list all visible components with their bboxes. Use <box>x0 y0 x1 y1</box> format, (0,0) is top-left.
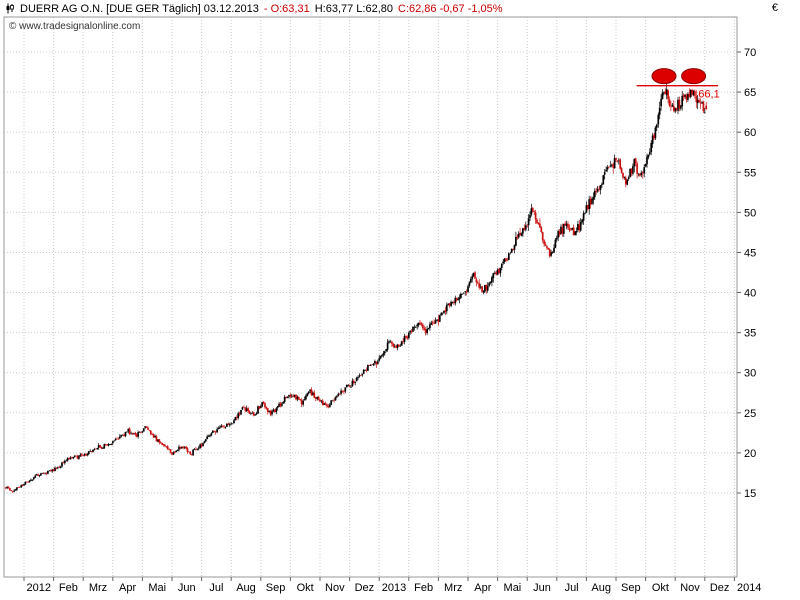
instrument-title: DUERR AG O.N. [DUE GER Täglich] 03.12.20… <box>20 2 259 15</box>
x-axis-tick-label: Dez <box>355 582 375 594</box>
gridlines <box>4 17 737 577</box>
x-axis-tick-label: Jun <box>533 582 551 594</box>
up-candle-bodies <box>6 89 706 492</box>
x-axis-tick-label: 2013 <box>382 582 406 594</box>
x-axis-tick-label: Feb <box>59 582 78 594</box>
x-axis-tick-label: Apr <box>119 582 136 594</box>
x-axis-tick-label: Okt <box>652 582 669 594</box>
watermark: © www.tradesignalonline.com <box>9 21 141 32</box>
x-axis-tick-label: Jul <box>209 582 223 594</box>
x-axis-tick-label: 2012 <box>27 582 51 594</box>
y-axis-tick-label: 65 <box>744 87 756 99</box>
top-marker-ellipse <box>681 68 707 85</box>
x-axis-tick-label: Nov <box>325 582 345 594</box>
y-axis-tick-label: 60 <box>744 127 756 139</box>
x-axis-tick-label: Nov <box>680 582 700 594</box>
high-low-quote: H:63,77 L:62,80 <box>314 2 393 15</box>
close-quote: C:62,86 -0,67 -1,05% <box>398 2 503 15</box>
y-axis-tick-label: 15 <box>744 488 756 500</box>
y-axis-tick-label: 30 <box>744 368 756 380</box>
x-axis-tick-label: Okt <box>297 582 314 594</box>
x-axis-tick-label: Dez <box>710 582 730 594</box>
down-candle-bodies <box>4 89 708 492</box>
candlestick-series <box>4 82 708 493</box>
x-axis-tick-label: Mrz <box>89 582 107 594</box>
x-axis-tick-label: Mai <box>504 582 522 594</box>
x-axis-tick-label: Aug <box>591 582 611 594</box>
axes: 70 65 60 55 50 45 40 35 30 25 20 15 2012 Feb Mrz Apr Mai… <box>23 47 761 594</box>
y-axis-tick-label: 35 <box>744 328 756 340</box>
x-axis-tick-label: Jul <box>565 582 579 594</box>
candlestick-icon <box>5 3 15 14</box>
down-candle-wicks <box>5 88 707 493</box>
x-axis-tick-label: Sep <box>621 582 641 594</box>
x-axis-tick-label: 2014 <box>737 582 761 594</box>
x-axis-tick-label: Aug <box>236 582 256 594</box>
plot-border <box>3 16 738 578</box>
x-axis-tick-label: Jun <box>178 582 196 594</box>
y-axis-tick-label: 20 <box>744 448 756 460</box>
x-axis-tick-label: Apr <box>474 582 491 594</box>
y-axis-tick-label: 50 <box>744 207 756 219</box>
currency-label: € <box>771 2 778 14</box>
up-candle-wicks <box>6 82 706 493</box>
y-axis-tick-label: 45 <box>744 248 756 260</box>
y-axis-tick-label: 40 <box>744 288 756 300</box>
y-axis-tick-label: 25 <box>744 408 756 420</box>
x-axis-tick-label: Mai <box>148 582 166 594</box>
y-axis-tick-label: 70 <box>744 47 756 59</box>
x-axis-tick-label: Mrz <box>444 582 462 594</box>
y-axis-tick-label: 55 <box>744 167 756 179</box>
title-bar: DUERR AG O.N. [DUE GER Täglich] 03.12.20… <box>0 0 800 17</box>
open-quote: - O:63,31 <box>263 2 310 15</box>
top-marker-ellipse <box>651 68 677 85</box>
x-axis-tick-label: Sep <box>266 582 286 594</box>
resistance-annotation: 66,1 <box>636 68 720 101</box>
resistance-value-label: 66,1 <box>698 89 719 101</box>
x-axis-tick-label: Feb <box>414 582 433 594</box>
